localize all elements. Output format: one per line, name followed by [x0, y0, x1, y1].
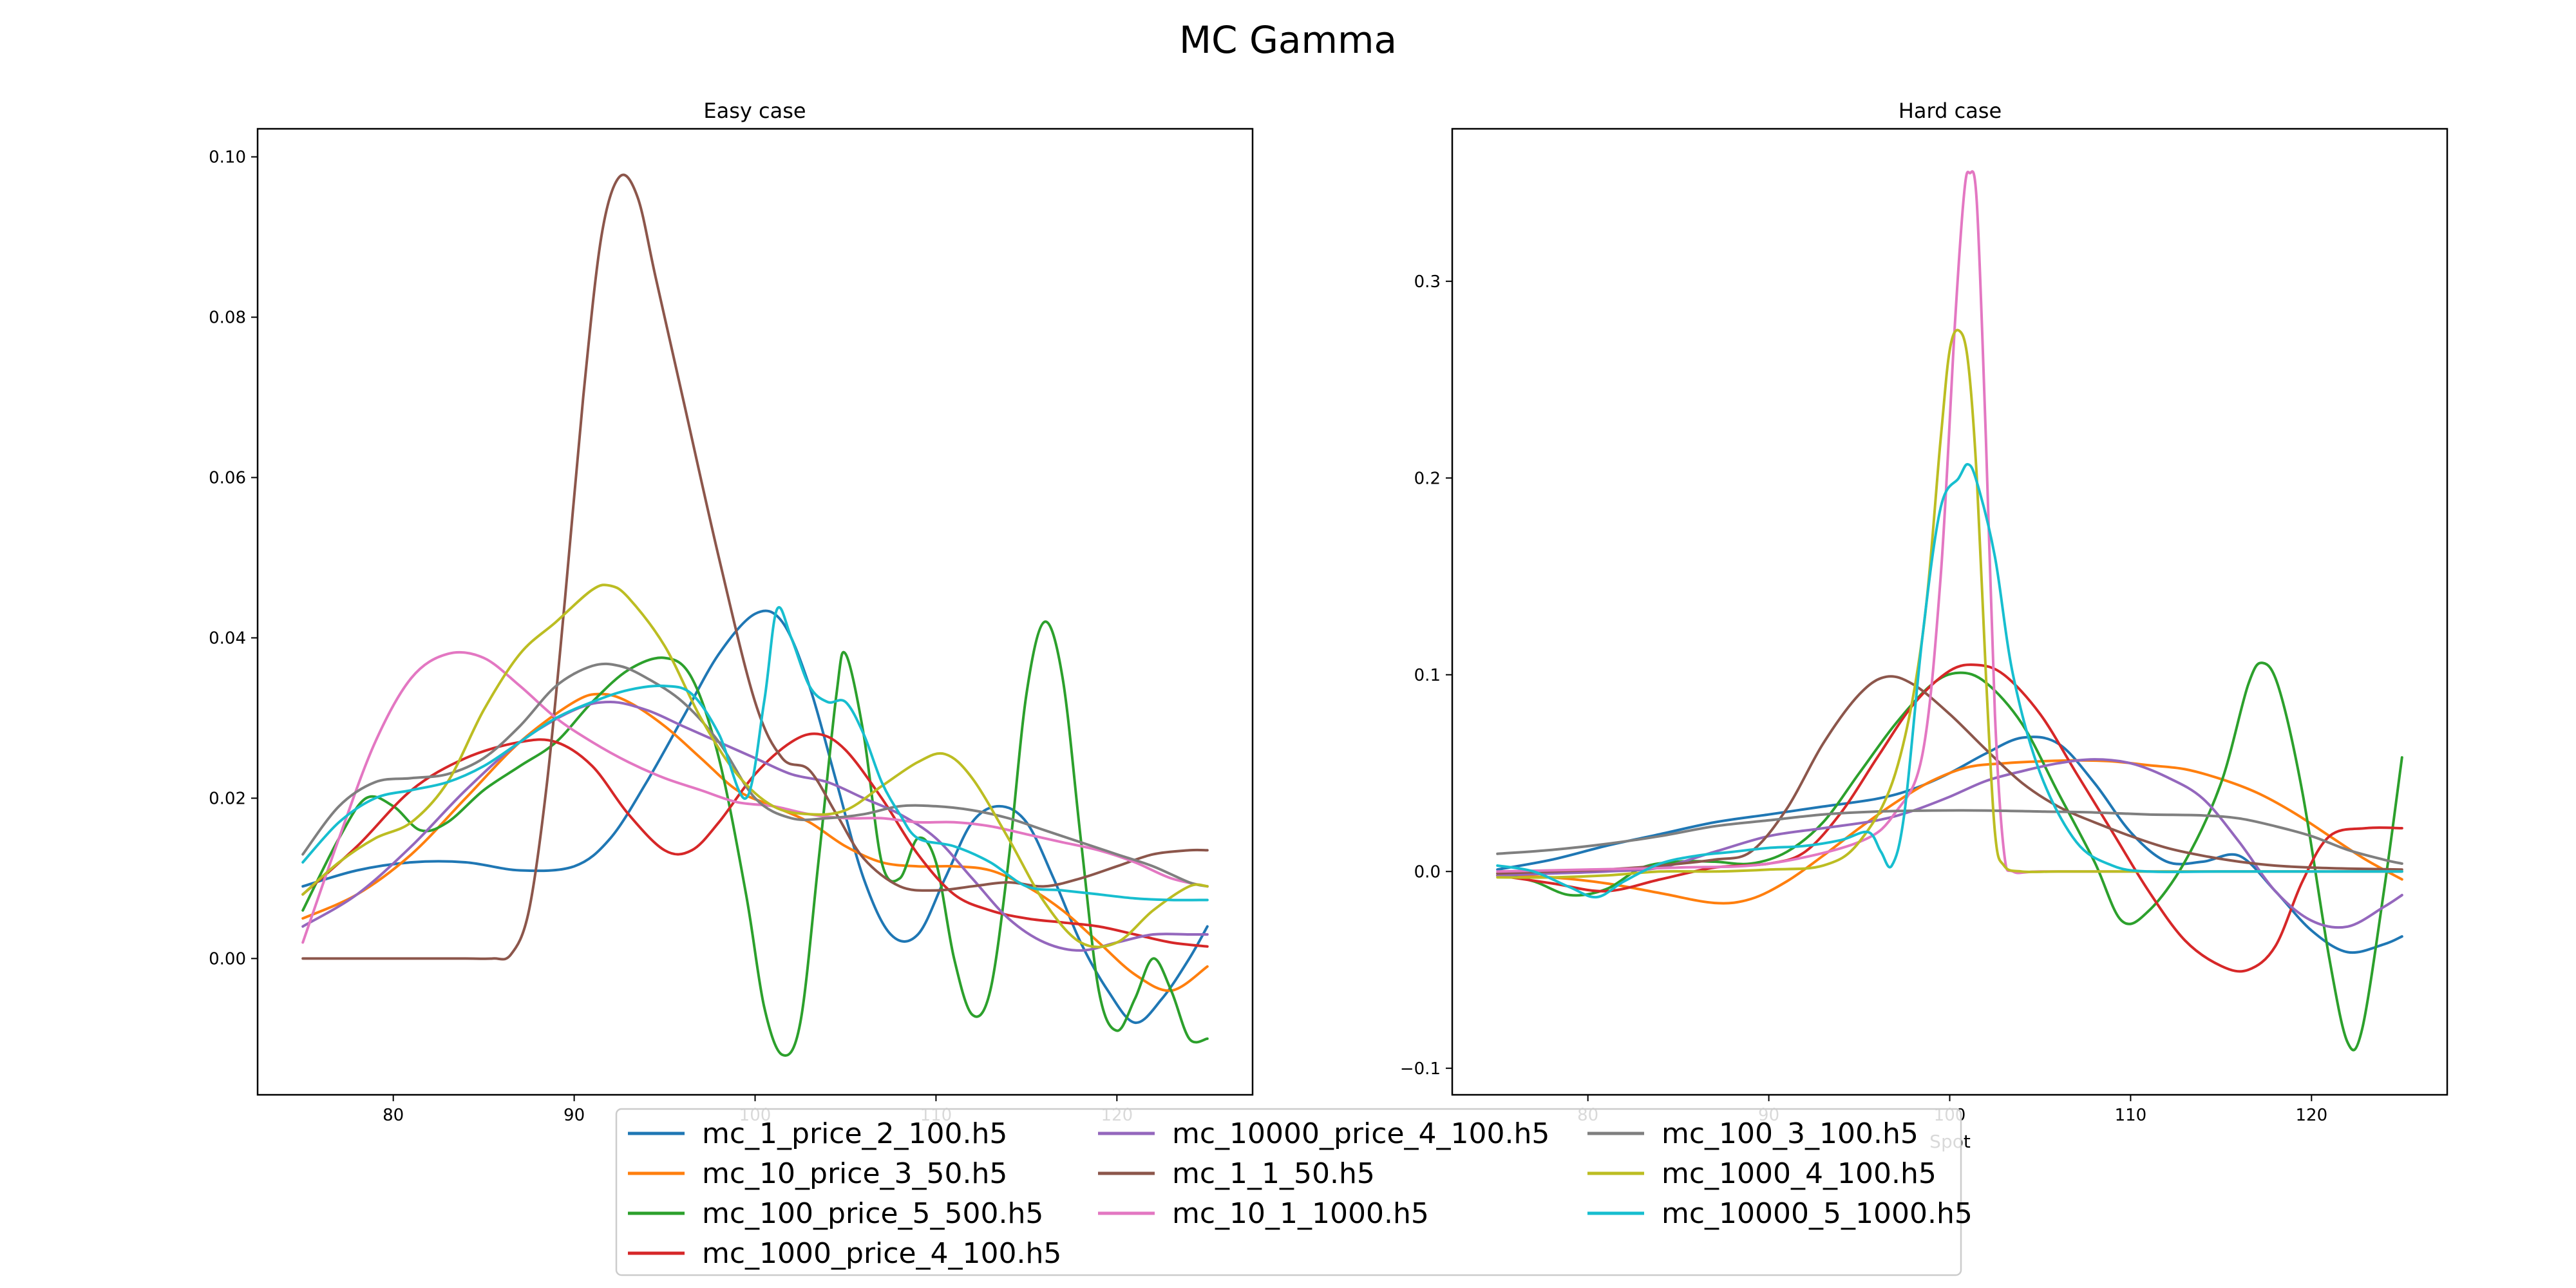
legend-item-mc-1000-price-4-100: mc_1000_price_4_100.h5 [628, 1237, 1061, 1270]
easy-series-mc-1000-4-100 [301, 583, 1209, 949]
easy-case-title: Easy case [703, 99, 806, 123]
easy-series-mc-10000-5-1000 [301, 606, 1209, 902]
hard-case-lines [1496, 170, 2403, 1052]
legend-entries: mc_1_price_2_100.h5mc_10_price_3_50.h5mc… [628, 1117, 1973, 1270]
hard-series-mc-1000-4-100 [1496, 328, 2403, 879]
easy-x-tick-label: 90 [564, 1106, 585, 1125]
hard-x-tick-label: 110 [2115, 1106, 2147, 1125]
legend-label: mc_100_3_100.h5 [1662, 1117, 1918, 1150]
easy-series-mc-1-1-50 [301, 173, 1209, 961]
easy-y-tick-label: 0.08 [209, 308, 246, 328]
legend-item-mc-10000-5-1000: mc_10000_5_1000.h5 [1587, 1197, 1973, 1230]
legend-label: mc_10000_5_1000.h5 [1662, 1197, 1973, 1230]
hard-series-mc-100-price-5-500 [1496, 661, 2403, 1052]
easy-y-tick-label: 0.06 [209, 468, 246, 488]
legend-item-mc-10-price-3-50: mc_10_price_3_50.h5 [628, 1157, 1007, 1190]
hard-y-tick-label: −0.1 [1400, 1059, 1441, 1079]
hard-y-tick-label: 0.1 [1414, 666, 1441, 685]
easy-series-mc-10000-price-4-100 [301, 701, 1209, 952]
legend-item-mc-100-3-100: mc_100_3_100.h5 [1587, 1117, 1918, 1150]
hard-x-tick-label: 120 [2295, 1106, 2327, 1125]
legend-label: mc_1000_price_4_100.h5 [702, 1237, 1061, 1270]
hard-y-tick-label: 0.0 [1414, 862, 1441, 882]
hard-series-mc-10000-5-1000 [1496, 462, 2403, 899]
hard-y-tick-label: 0.2 [1414, 469, 1441, 488]
legend-label: mc_100_price_5_500.h5 [702, 1197, 1043, 1230]
legend-label: mc_10000_price_4_100.h5 [1172, 1117, 1549, 1150]
legend-label: mc_10_1_1000.h5 [1172, 1197, 1429, 1230]
hard-y-tick-label: 0.3 [1414, 272, 1441, 292]
legend-item-mc-1000-4-100: mc_1000_4_100.h5 [1587, 1157, 1937, 1190]
figure-title: MC Gamma [1179, 18, 1397, 62]
easy-series-mc-1000-price-4-100 [301, 732, 1209, 948]
easy-series-mc-10-1-1000 [301, 650, 1209, 944]
easy-case-panel: Easy case 80901001101200.000.020.040.060… [209, 99, 1254, 1125]
easy-y-tick-label: 0.04 [209, 629, 246, 648]
hard-series-mc-100-3-100 [1496, 809, 2403, 865]
legend-label: mc_1_price_2_100.h5 [702, 1117, 1007, 1150]
legend-item-mc-1-price-2-100: mc_1_price_2_100.h5 [628, 1117, 1007, 1150]
legend: mc_1_price_2_100.h5mc_10_price_3_50.h5mc… [615, 1108, 1973, 1276]
hard-series-mc-1-1-50 [1496, 675, 2403, 875]
hard-case-frame [1451, 128, 2448, 1096]
easy-y-tick-label: 0.10 [209, 148, 246, 167]
easy-y-tick-label: 0.02 [209, 789, 246, 808]
legend-item-mc-1-1-50: mc_1_1_50.h5 [1098, 1157, 1375, 1190]
easy-case-lines [301, 173, 1209, 1057]
legend-item-mc-100-price-5-500: mc_100_price_5_500.h5 [628, 1197, 1043, 1230]
legend-label: mc_10_price_3_50.h5 [702, 1157, 1007, 1190]
easy-case-frame [256, 128, 1254, 1096]
legend-box [615, 1108, 1962, 1276]
legend-label: mc_1_1_50.h5 [1172, 1157, 1375, 1190]
easy-x-tick-label: 80 [383, 1106, 404, 1125]
legend-label: mc_1000_4_100.h5 [1662, 1157, 1937, 1190]
easy-y-tick-label: 0.00 [209, 949, 246, 969]
hard-series-mc-10-price-3-50 [1496, 759, 2403, 905]
hard-case-title: Hard case [1899, 99, 2002, 123]
legend-item-mc-10-1-1000: mc_10_1_1000.h5 [1098, 1197, 1429, 1230]
legend-item-mc-10000-price-4-100: mc_10000_price_4_100.h5 [1098, 1117, 1549, 1150]
